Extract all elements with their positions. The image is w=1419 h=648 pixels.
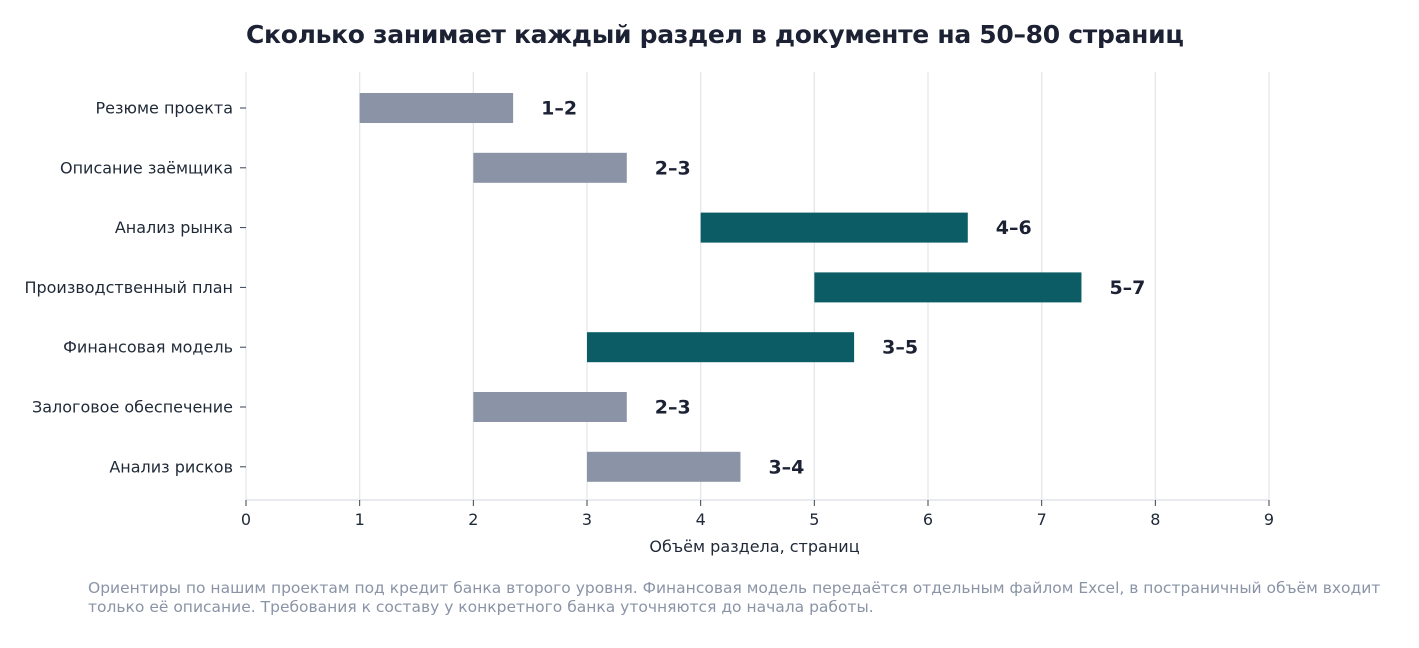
value-label: 4–6 bbox=[996, 217, 1032, 239]
x-tick-label: 3 bbox=[582, 510, 592, 529]
x-tick-label: 1 bbox=[355, 510, 365, 529]
range-bar bbox=[473, 152, 627, 183]
x-tick-label: 0 bbox=[241, 510, 251, 529]
x-tick-label: 4 bbox=[696, 510, 706, 529]
category-label: Резюме проекта bbox=[95, 99, 233, 118]
category-label: Анализ рынка bbox=[115, 218, 233, 237]
x-tick-label: 5 bbox=[809, 510, 819, 529]
range-bar bbox=[473, 392, 627, 422]
value-label: 2–3 bbox=[655, 397, 691, 419]
category-label: Анализ рисков bbox=[109, 457, 233, 476]
chart-title: Сколько занимает каждый раздел в докумен… bbox=[246, 20, 1184, 49]
value-label: 3–4 bbox=[768, 456, 804, 478]
category-label: Залоговое обеспечение bbox=[32, 398, 233, 417]
x-tick-label: 9 bbox=[1264, 510, 1274, 529]
category-label: Производственный план bbox=[24, 278, 233, 297]
x-tick-label: 8 bbox=[1150, 510, 1160, 529]
x-axis-title: Объём раздела, страниц bbox=[649, 537, 859, 556]
value-label: 3–5 bbox=[882, 337, 918, 359]
x-tick-label: 6 bbox=[923, 510, 933, 529]
value-label: 2–3 bbox=[655, 157, 691, 179]
range-bar bbox=[700, 212, 968, 243]
value-label: 1–2 bbox=[541, 98, 577, 120]
range-bar bbox=[359, 93, 514, 123]
chart-footnote: Ориентиры по нашим проектам под кредит б… bbox=[88, 579, 1381, 616]
range-bar bbox=[814, 272, 1082, 303]
range-bar bbox=[587, 332, 855, 363]
category-label: Описание заёмщика bbox=[60, 158, 233, 177]
value-label: 5–7 bbox=[1109, 277, 1145, 299]
range-bar bbox=[587, 451, 741, 482]
x-tick-label: 2 bbox=[468, 510, 478, 529]
x-tick-label: 7 bbox=[1037, 510, 1047, 529]
category-label: Финансовая модель bbox=[63, 338, 233, 357]
